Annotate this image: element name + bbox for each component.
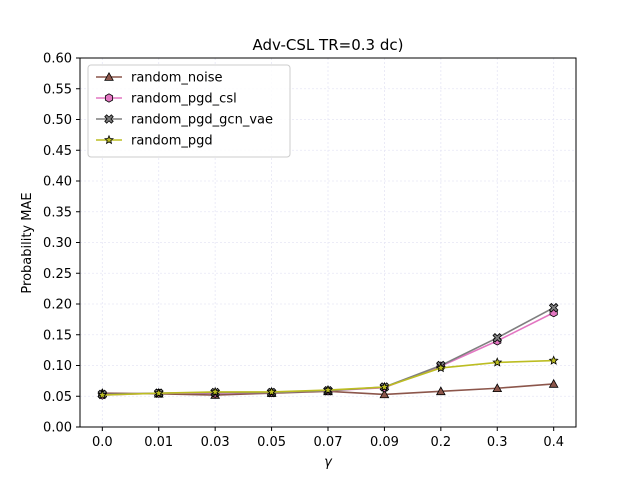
legend: random_noise random_pgd_csl random_pgd_gcn… bbox=[87, 64, 291, 158]
y-tick-label: 0.35 bbox=[43, 205, 72, 220]
legend-label: random_pgd_gcn_vae bbox=[131, 113, 273, 128]
x-tick-label: 0.09 bbox=[370, 435, 399, 450]
legend-label: random_noise bbox=[131, 71, 223, 86]
data-point bbox=[379, 389, 390, 399]
x-tick-label: 0.3 bbox=[487, 435, 508, 450]
y-tick-label: 0.30 bbox=[43, 236, 72, 251]
y-tick-label: 0.50 bbox=[43, 113, 72, 128]
x-tick-label: 0.01 bbox=[144, 435, 173, 450]
data-point bbox=[492, 357, 503, 367]
legend-item: random_pgd_gcn_vae bbox=[96, 113, 273, 128]
data-point bbox=[153, 387, 164, 398]
y-tick-label: 0.40 bbox=[43, 175, 72, 190]
legend-item: random_noise bbox=[96, 71, 223, 86]
legend-marker bbox=[104, 93, 114, 103]
x-tick-label: 0.2 bbox=[430, 435, 451, 450]
data-point bbox=[548, 378, 559, 388]
legend-marker bbox=[104, 114, 114, 124]
x-tick-label: 0.4 bbox=[543, 435, 564, 450]
x-tick-label: 0.05 bbox=[257, 435, 286, 450]
y-tick-label: 0.05 bbox=[43, 390, 72, 405]
legend-item: random_pgd_csl bbox=[96, 92, 237, 107]
legend-marker bbox=[104, 71, 114, 81]
axes: 0.0 0.01 0.03 0.05 0.07 0.09 0.2 0.3 0.4 0.00 0.05… bbox=[43, 52, 577, 450]
y-tick-label: 0.60 bbox=[43, 52, 72, 67]
data-point bbox=[435, 386, 446, 396]
x-axis-title: γ bbox=[324, 455, 333, 470]
legend-marker bbox=[104, 134, 114, 145]
legend-label: random_pgd_csl bbox=[131, 92, 237, 107]
data-point bbox=[492, 333, 503, 343]
x-tick-label: 0.07 bbox=[314, 435, 343, 450]
data-point bbox=[379, 381, 390, 392]
legend-item: random_pgd bbox=[96, 134, 213, 149]
data-point bbox=[266, 386, 277, 397]
data-point bbox=[548, 355, 559, 365]
data-point bbox=[323, 384, 333, 395]
chart-title: Adv-CSL TR=0.3 dc) bbox=[253, 36, 404, 54]
data-point bbox=[435, 362, 446, 373]
y-tick-label: 0.25 bbox=[43, 267, 72, 282]
y-tick-label: 0.55 bbox=[43, 82, 72, 97]
y-tick-label: 0.45 bbox=[43, 144, 72, 159]
series-layer bbox=[97, 302, 559, 400]
series-random_pgd bbox=[97, 355, 559, 400]
legend-box bbox=[87, 64, 291, 158]
y-tick-label: 0.20 bbox=[43, 298, 72, 313]
data-point bbox=[548, 302, 559, 313]
y-tick-label: 0.10 bbox=[43, 359, 72, 374]
data-point bbox=[97, 389, 108, 400]
data-point bbox=[210, 386, 221, 397]
y-tick-label: 0.15 bbox=[43, 328, 72, 343]
x-tick-label: 0.03 bbox=[201, 435, 230, 450]
legend-label: random_pgd bbox=[131, 134, 213, 149]
data-point bbox=[492, 383, 503, 393]
y-tick-label: 0.00 bbox=[43, 421, 72, 436]
y-axis-title: Probability MAE bbox=[20, 192, 35, 293]
x-tick-label: 0.0 bbox=[92, 435, 113, 450]
